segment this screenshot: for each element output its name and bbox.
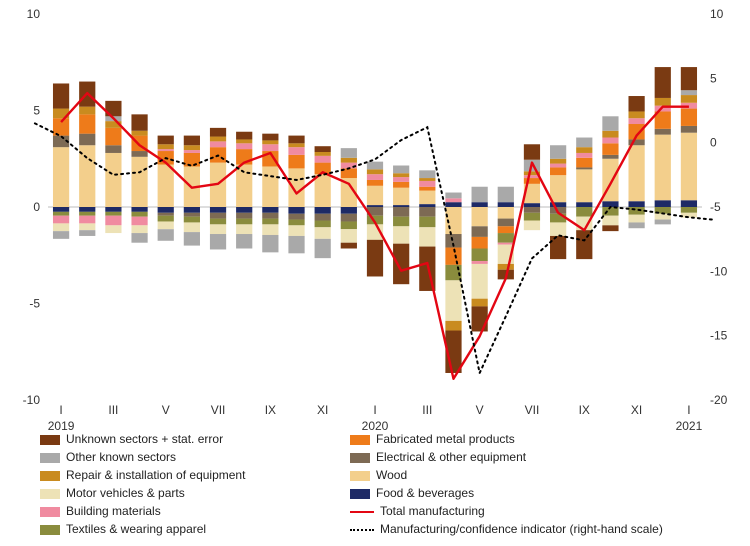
legend-item: Textiles & wearing apparel bbox=[40, 520, 350, 538]
svg-text:I: I bbox=[59, 403, 62, 417]
svg-text:10: 10 bbox=[27, 7, 41, 21]
legend-item: Other known sectors bbox=[40, 448, 350, 466]
svg-text:III: III bbox=[108, 403, 118, 417]
svg-text:5: 5 bbox=[33, 104, 40, 118]
svg-text:-5: -5 bbox=[710, 200, 721, 214]
svg-text:VII: VII bbox=[211, 403, 226, 417]
legend-item: Repair & installation of equipment bbox=[40, 466, 350, 484]
svg-text:-15: -15 bbox=[710, 329, 728, 343]
svg-text:I: I bbox=[373, 403, 376, 417]
svg-text:IX: IX bbox=[265, 403, 276, 417]
legend-item: Electrical & other equipment bbox=[350, 448, 660, 466]
svg-text:IX: IX bbox=[579, 403, 590, 417]
manufacturing-chart: -10-50510-20-15-10-50510IIIIVVIIIXXIIIII… bbox=[0, 0, 750, 546]
svg-text:III: III bbox=[422, 403, 432, 417]
svg-text:V: V bbox=[162, 403, 170, 417]
svg-text:-5: -5 bbox=[29, 297, 40, 311]
svg-text:0: 0 bbox=[33, 200, 40, 214]
legend-item: Manufacturing/confidence indicator (righ… bbox=[350, 520, 660, 538]
svg-text:-10: -10 bbox=[23, 393, 41, 407]
legend-item: Fabricated metal products bbox=[350, 430, 660, 448]
legend-item: Unknown sectors + stat. error bbox=[40, 430, 350, 448]
legend-item: Building materials bbox=[40, 502, 350, 520]
svg-text:10: 10 bbox=[710, 7, 724, 21]
legend-item: Total manufacturing bbox=[350, 502, 660, 520]
svg-text:V: V bbox=[476, 403, 484, 417]
svg-text:0: 0 bbox=[710, 136, 717, 150]
svg-text:I: I bbox=[687, 403, 690, 417]
svg-text:-10: -10 bbox=[710, 264, 728, 278]
svg-text:XI: XI bbox=[631, 403, 642, 417]
legend-item: Food & beverages bbox=[350, 484, 660, 502]
svg-text:5: 5 bbox=[710, 71, 717, 85]
svg-text:2021: 2021 bbox=[676, 419, 703, 433]
svg-text:-20: -20 bbox=[710, 393, 728, 407]
svg-text:XI: XI bbox=[317, 403, 328, 417]
legend: Unknown sectors + stat. errorOther known… bbox=[40, 430, 660, 538]
legend-item: Motor vehicles & parts bbox=[40, 484, 350, 502]
legend-item: Wood bbox=[350, 466, 660, 484]
svg-text:VII: VII bbox=[525, 403, 540, 417]
